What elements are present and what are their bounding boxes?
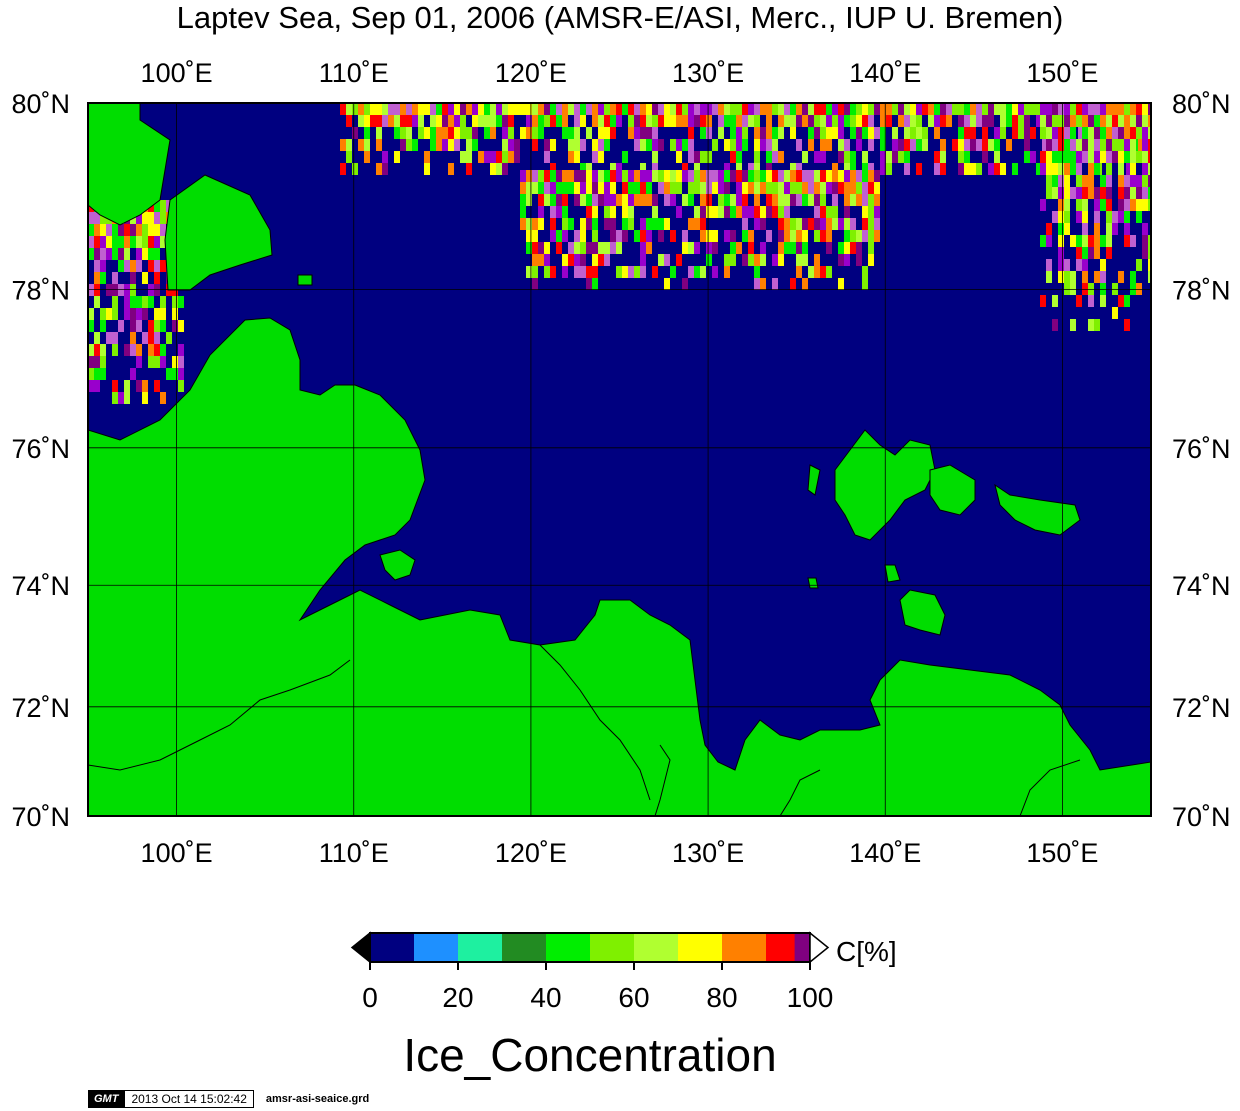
lon-tick-label-bottom: 120˚E — [495, 838, 567, 868]
lat-tick-label-right: 74˚N — [1172, 571, 1231, 601]
lon-tick-label-bottom: 110˚E — [319, 838, 389, 868]
lon-tick-label-top: 110˚E — [319, 58, 389, 88]
colorbar-swatch — [458, 933, 502, 962]
timestamp-text: 2013 Oct 14 15:02:42 — [124, 1090, 254, 1108]
colorbar-swatch — [370, 933, 414, 962]
coast-detail-lines — [88, 644, 1081, 816]
lon-tick-label-top: 130˚E — [672, 58, 744, 88]
lon-tick-label-bottom: 150˚E — [1026, 838, 1098, 868]
colorbar-swatch — [590, 933, 634, 962]
lat-tick-label-left: 72˚N — [11, 693, 70, 723]
lon-tick-label-top: 120˚E — [495, 58, 567, 88]
colorbar-tick-label: 0 — [362, 982, 378, 1013]
lat-tick-label-right: 72˚N — [1172, 693, 1231, 723]
colorbar-low-triangle — [350, 931, 371, 964]
lat-tick-label-right: 78˚N — [1172, 276, 1231, 306]
lon-tick-label-top: 150˚E — [1026, 58, 1098, 88]
colorbar-swatch — [414, 933, 458, 962]
lat-tick-label-left: 76˚N — [11, 434, 70, 464]
colorbar-tick-label: 20 — [442, 982, 473, 1013]
colorbar-swatch — [502, 933, 546, 962]
colorbar-tick-label: 60 — [618, 982, 649, 1013]
lat-tick-label-left: 70˚N — [11, 802, 70, 832]
colorbar-swatch — [678, 933, 722, 962]
lon-tick-label-top: 100˚E — [141, 58, 213, 88]
lon-tick-label-bottom: 130˚E — [672, 838, 744, 868]
map-title: Laptev Sea, Sep 01, 2006 (AMSR-E/ASI, Me… — [176, 0, 1064, 35]
lon-tick-label-bottom: 100˚E — [141, 838, 213, 868]
lat-tick-label-right: 70˚N — [1172, 802, 1231, 832]
lon-tick-label-top: 140˚E — [849, 58, 921, 88]
graticule — [88, 103, 1151, 816]
gmt-timestamp-stamp: GMT 2013 Oct 14 15:02:42 amsr-asi-seaice… — [88, 1090, 369, 1108]
colorbar-tick-label: 40 — [530, 982, 561, 1013]
gmt-logo: GMT — [88, 1090, 125, 1108]
lat-tick-label-left: 74˚N — [11, 571, 70, 601]
lat-tick-label-right: 76˚N — [1172, 434, 1231, 464]
colorbar-tick-label: 100 — [787, 982, 834, 1013]
colorbar-high-triangle — [809, 931, 830, 964]
lat-tick-label-left: 80˚N — [11, 89, 70, 119]
colorbar-title: Ice_Concentration — [403, 1029, 776, 1081]
colorbar-swatch — [634, 933, 678, 962]
lat-tick-label-left: 78˚N — [11, 276, 70, 306]
colorbar-swatch — [722, 933, 766, 962]
lon-tick-label-bottom: 140˚E — [849, 838, 921, 868]
colorbar-swatch — [794, 933, 810, 962]
sea-ice-field — [88, 103, 1151, 404]
lat-tick-label-right: 80˚N — [1172, 89, 1231, 119]
map-frame — [87, 102, 1152, 817]
colorbar-unit-label: C[%] — [836, 936, 897, 967]
colorbar-tick-label: 80 — [706, 982, 737, 1013]
filename-text: amsr-asi-seaice.grd — [265, 1093, 370, 1105]
colorbar: 0 20 40 60 80 100 — [350, 931, 834, 1013]
colorbar-swatch — [546, 933, 590, 962]
